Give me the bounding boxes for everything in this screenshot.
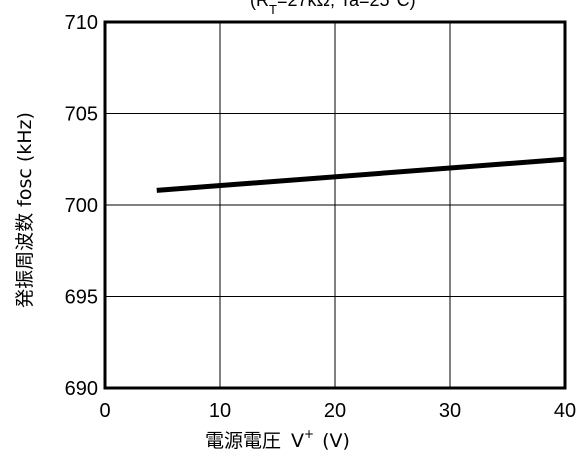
series-layer — [156, 156, 566, 193]
y-tick-labels: 690 695 700 705 710 — [65, 12, 98, 400]
series-line — [156, 156, 566, 193]
x-tick-label: 0 — [99, 400, 110, 422]
plot-frame — [103, 20, 567, 390]
x-axis-label: 電源電圧 V+ (V) — [205, 427, 350, 452]
x-tick-label: 10 — [209, 400, 231, 422]
y-tick-label: 700 — [65, 195, 98, 217]
x-tick-label: 30 — [439, 400, 461, 422]
y-tick-label: 705 — [65, 104, 98, 126]
y-axis-label: 発振周波数 fosc (kHz) — [14, 112, 36, 308]
y-tick-label: 710 — [65, 12, 98, 34]
x-tick-label: 20 — [324, 400, 346, 422]
chart-title: (RT=27kΩ, Ta=25°C) — [250, 0, 416, 17]
x-tick-labels: 0 10 20 30 40 — [99, 400, 576, 422]
y-tick-label: 690 — [65, 378, 98, 400]
grid — [105, 22, 565, 388]
y-tick-label: 695 — [65, 287, 98, 309]
x-tick-label: 40 — [554, 400, 576, 422]
